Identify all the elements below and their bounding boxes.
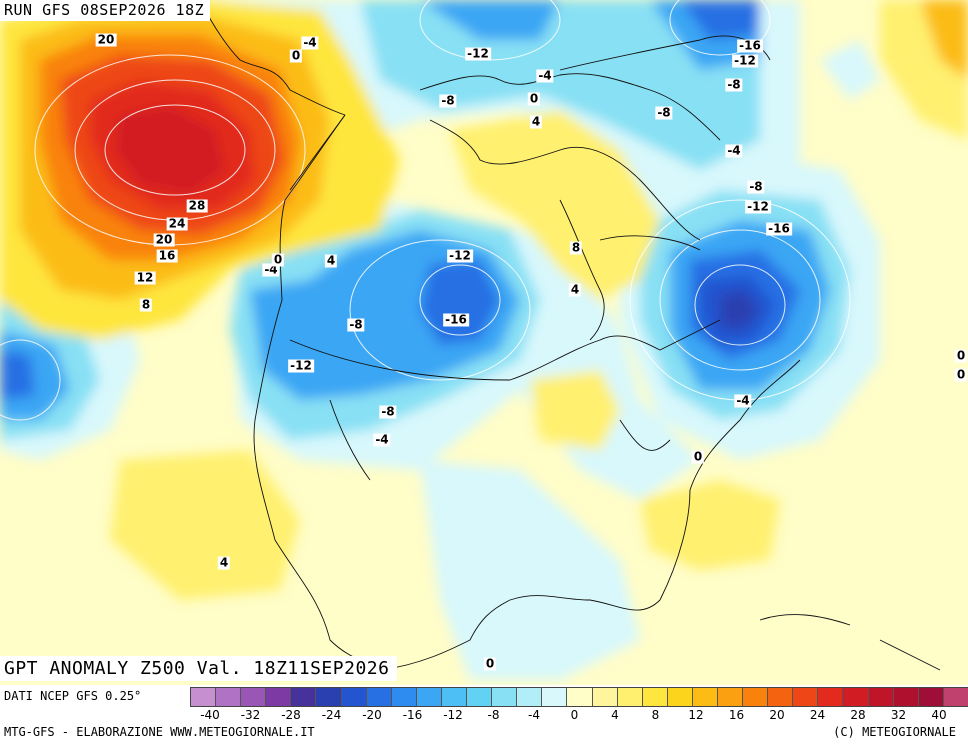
anomaly-map: RUN GFS 08SEP2026 18Z GPT ANOMALY Z500 V… — [0, 0, 968, 685]
legend-tick-label: 8 — [651, 708, 660, 722]
legend-tick-label: -28 — [281, 708, 301, 722]
legend-tick-label: 40 — [931, 708, 947, 722]
contour-label: -4 — [725, 143, 743, 158]
legend-swatch — [768, 688, 794, 706]
legend-swatch — [642, 688, 668, 706]
legend-tick-label: 24 — [809, 708, 826, 722]
legend-swatch — [918, 688, 944, 706]
legend-swatch — [191, 688, 217, 706]
legend-swatch — [567, 688, 593, 706]
legend-tick-label: 20 — [769, 708, 785, 722]
legend-swatch — [416, 688, 442, 706]
contour-label: 4 — [217, 555, 231, 570]
legend-swatch — [943, 688, 968, 706]
legend-swatch — [893, 688, 919, 706]
legend-tick-label: -20 — [362, 708, 382, 722]
contour-label: -16 — [737, 38, 763, 53]
contour-label: 8 — [569, 240, 583, 255]
contour-label: 0 — [954, 367, 968, 382]
contour-label: -8 — [439, 93, 457, 108]
legend-tick-label: 12 — [688, 708, 704, 722]
legend-tick-label: -32 — [240, 708, 261, 722]
legend-swatch — [617, 688, 643, 706]
contour-label: -8 — [379, 404, 397, 419]
legend-swatch — [391, 688, 417, 706]
legend-swatch — [542, 688, 568, 706]
legend-swatch — [467, 688, 493, 706]
legend-swatch — [216, 688, 242, 706]
contour-label: -8 — [347, 317, 365, 332]
contour-label: -8 — [655, 105, 673, 120]
data-source-text: DATI NCEP GFS 0.25° — [4, 689, 142, 703]
run-title: RUN GFS 08SEP2026 18Z — [0, 0, 211, 21]
contour-label: -8 — [747, 179, 765, 194]
contour-label: 0 — [271, 252, 285, 267]
legend-swatch — [316, 688, 342, 706]
legend-tick-label: 28 — [850, 708, 866, 722]
contour-label: -16 — [443, 312, 469, 327]
contour-label: 8 — [139, 297, 153, 312]
legend-swatch — [868, 688, 894, 706]
contour-label: 0 — [483, 656, 497, 671]
legend-swatch — [366, 688, 392, 706]
color-legend — [190, 687, 968, 707]
copyright-text: (C) METEOGIORNALE — [833, 725, 956, 739]
contour-label: -4 — [373, 432, 391, 447]
legend-swatch — [441, 688, 468, 706]
legend-swatch — [843, 688, 869, 706]
legend-tick-label: -4 — [528, 708, 540, 722]
contour-label: -12 — [447, 248, 473, 263]
legend-swatch — [291, 688, 317, 706]
legend-tick-label: -16 — [402, 708, 423, 722]
legend-tick-label: -8 — [487, 708, 500, 722]
legend-tick-label: -12 — [443, 708, 463, 722]
contour-label: -12 — [288, 358, 314, 373]
contour-label: 4 — [568, 282, 582, 297]
map-title: GPT ANOMALY Z500 Val. 18Z11SEP2026 — [0, 656, 398, 681]
contour-label: 20 — [95, 32, 117, 47]
legend-swatch — [241, 688, 267, 706]
contour-label: -16 — [766, 221, 792, 236]
legend-ticks: -40 -32 -28 -24 -20 -16 -12 -8 -4 0 4 8 12 16 20 24 28 32… — [190, 708, 968, 722]
legend-tick-label: 4 — [611, 708, 619, 722]
legend-swatch — [592, 688, 618, 706]
contour-label: 0 — [691, 449, 705, 464]
contour-label: -8 — [725, 77, 743, 92]
legend-tick-label: -24 — [321, 708, 342, 722]
legend-tick-label: 0 — [570, 708, 579, 722]
contour-label: 4 — [529, 114, 543, 129]
contour-label: -12 — [745, 199, 771, 214]
coastlines — [199, 0, 941, 671]
contour-label: -12 — [732, 53, 758, 68]
contour-label: 20 — [153, 232, 175, 247]
legend-swatch — [743, 688, 769, 706]
legend-swatch — [517, 688, 543, 706]
contour-label: 24 — [166, 216, 188, 231]
legend-tick-label: 16 — [728, 708, 745, 722]
legend-swatch — [266, 688, 292, 706]
legend-tick-label: -40 — [200, 708, 220, 722]
contour-label: 4 — [324, 253, 338, 268]
legend-swatch — [717, 688, 744, 706]
contour-label: 12 — [134, 270, 156, 285]
contour-label: -12 — [465, 46, 491, 61]
credit-text: MTG-GFS - ELABORAZIONE WWW.METEOGIORNALE… — [4, 725, 315, 739]
contour-label: 28 — [186, 198, 208, 213]
contour-label: 0 — [289, 48, 303, 63]
anomaly-field — [0, 0, 968, 685]
legend-swatch — [492, 688, 518, 706]
legend-tick-label: 32 — [890, 708, 907, 722]
legend-swatch — [341, 688, 367, 706]
contour-label: -4 — [536, 68, 554, 83]
legend-swatch — [667, 688, 693, 706]
contour-label: 0 — [527, 91, 541, 106]
contour-label: -4 — [301, 35, 319, 50]
legend-swatch — [818, 688, 844, 706]
legend-swatch — [692, 688, 718, 706]
contour-label: 0 — [954, 348, 968, 363]
contour-label: 16 — [156, 248, 178, 263]
legend-swatch — [793, 688, 819, 706]
contour-label: -4 — [734, 393, 752, 408]
